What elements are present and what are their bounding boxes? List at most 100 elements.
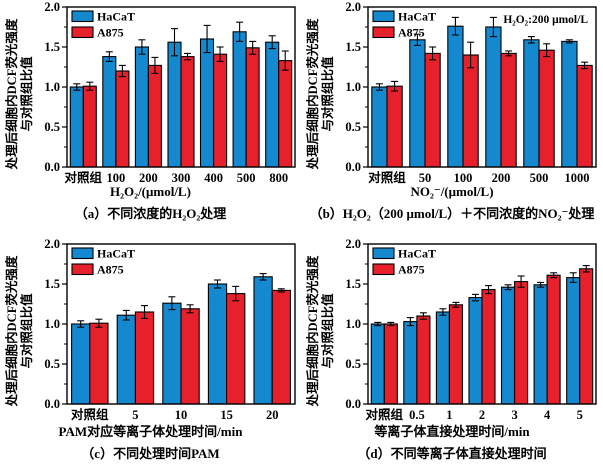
y-tick-label: 2.0 — [345, 238, 361, 251]
bar-A875-5 — [576, 64, 593, 168]
y-tick-label: 2.0 — [44, 238, 60, 251]
y-tick-label: 1.0 — [44, 317, 60, 331]
bar-HaCaT-2 — [435, 311, 450, 405]
x-category-label: 800 — [269, 171, 288, 185]
bar-HaCaT-4 — [252, 276, 273, 405]
bar-A875-1 — [134, 311, 154, 405]
y-axis-label-d: 处理后细胞内DCF荧光强度 与对照组比值 — [304, 238, 338, 424]
y-tick-label: 0.0 — [345, 397, 361, 411]
y-tick-label: 0.0 — [44, 397, 60, 411]
bar-A875-3 — [500, 52, 517, 168]
subplot-c: 处理后细胞内DCF荧光强度 与对照组比值 0.0 0.5 1.0 1.5 2.0 对照组 5… — [0, 237, 301, 473]
y-axis-label-line2: 与对照组比值 — [19, 293, 34, 369]
x-category-label: 5 — [132, 408, 138, 422]
x-category-label: 1000 — [565, 171, 590, 185]
legend-label-A875: A875 — [398, 26, 425, 40]
x-category-label: 200 — [492, 171, 511, 185]
bar-HaCaT-1 — [403, 321, 418, 405]
x-category-label: 100 — [454, 171, 473, 185]
x-category-label: 400 — [204, 171, 223, 185]
plot-row-c: 处理后细胞内DCF荧光强度 与对照组比值 0.0 0.5 1.0 1.5 2.0 对照组 5… — [3, 238, 299, 424]
x-category-label: 对照组 — [368, 170, 406, 185]
y-axis-label-a: 处理后细胞内DCF荧光强度 与对照组比值 — [3, 1, 37, 187]
x-category-label: 20 — [265, 408, 278, 422]
bar-HaCaT-2 — [161, 302, 182, 405]
legend-label-HaCaT: HaCaT — [398, 247, 436, 261]
bar-HaCaT-6 — [264, 41, 279, 168]
bar-HaCaT-4 — [500, 286, 516, 405]
y-axis-label-line2: 与对照组比值 — [19, 56, 34, 132]
bar-HaCaT-4 — [523, 39, 540, 168]
bar-A875-0 — [386, 85, 403, 168]
x-category-label: 对照组 — [64, 170, 102, 185]
y-axis-label-c: 处理后细胞内DCF荧光强度 与对照组比值 — [3, 238, 37, 424]
plot-row-a: 处理后细胞内DCF荧光强度 与对照组比值 0.0 0.5 1.0 1.5 2.0 对照组 1… — [3, 1, 299, 187]
y-tick-label: 1.5 — [345, 40, 361, 54]
bar-HaCaT-6 — [566, 277, 581, 405]
x-category-label: 100 — [106, 171, 125, 185]
legend-label-HaCaT: HaCaT — [97, 247, 135, 261]
y-tick-label: 0.5 — [44, 357, 60, 371]
caption-c: （c）不同处理时间PAM — [81, 446, 220, 461]
bar-A875-1 — [416, 315, 431, 405]
bar-A875-3 — [481, 289, 496, 405]
legend-swatch-HaCaT — [70, 10, 94, 23]
y-axis-label-b: 处理后细胞内DCF荧光强度 与对照组比值 — [304, 1, 338, 187]
bar-HaCaT-2 — [134, 46, 149, 168]
legend-label-HaCaT: HaCaT — [398, 10, 436, 24]
x-axis-label-c: PAM对应等离子体处理时间/min — [58, 424, 243, 439]
bar-A875-2 — [147, 64, 162, 168]
x-category-label: 500 — [236, 171, 255, 185]
bar-HaCaT-0 — [370, 323, 385, 405]
bar-HaCaT-4 — [199, 38, 214, 168]
x-category-label: 10 — [174, 408, 187, 422]
y-axis-label-line1: 处理后细胞内DCF荧光强度 — [306, 18, 320, 170]
subplot-b: 处理后细胞内DCF荧光强度 与对照组比值 0.0 0.5 1.0 1.5 2.0 对照组 5… — [301, 0, 603, 237]
x-category-label: 4 — [544, 408, 551, 422]
legend-label-A875: A875 — [97, 26, 124, 40]
bar-chart-b: 0.0 0.5 1.0 1.5 2.0 对照组 50 100 200 500 1000 HaCaT A8… — [345, 1, 597, 185]
y-tick-label: 0.5 — [44, 120, 60, 134]
y-tick-label: 1.5 — [44, 277, 60, 291]
legend-swatch-A875 — [372, 26, 395, 39]
x-category-label: 2 — [479, 408, 485, 422]
x-category-label: 50 — [419, 171, 432, 185]
y-axis-label-line1: 处理后细胞内DCF荧光强度 — [4, 18, 19, 170]
caption-a: （a）不同浓度的H₂O₂处理 — [74, 206, 227, 221]
bar-HaCaT-5 — [561, 40, 578, 168]
legend-swatch-A875 — [70, 26, 94, 39]
y-axis-label-line2: 与对照组比值 — [321, 293, 335, 369]
legend-swatch-A875 — [372, 263, 395, 276]
y-axis-label-line1: 处理后细胞内DCF荧光强度 — [306, 255, 320, 407]
y-tick-label: 2.0 — [345, 1, 361, 14]
caption-b: （b）H₂O₂（200 μmol/L）＋不同浓度的NO₂⁻处理 — [309, 206, 595, 221]
bar-HaCaT-3 — [485, 26, 502, 168]
x-category-label: 200 — [139, 171, 158, 185]
bar-HaCaT-2 — [447, 25, 464, 168]
x-category-label: 0.5 — [409, 408, 425, 422]
x-category-label: 15 — [220, 408, 233, 422]
bar-HaCaT-0 — [371, 86, 388, 168]
legend-label-A875: A875 — [97, 263, 124, 277]
bar-HaCaT-1 — [101, 56, 116, 168]
bar-A875-6 — [579, 268, 594, 405]
bar-HaCaT-3 — [166, 41, 182, 168]
y-tick-label: 1.5 — [44, 40, 60, 54]
bar-HaCaT-3 — [468, 297, 483, 405]
y-tick-label: 2.0 — [44, 1, 60, 14]
legend-swatch-A875 — [70, 263, 94, 276]
plot-row-b: 处理后细胞内DCF荧光强度 与对照组比值 0.0 0.5 1.0 1.5 2.0 对照组 5… — [304, 1, 600, 187]
bar-chart-a: 0.0 0.5 1.0 1.5 2.0 对照组 100 200 300 400 500 800 HaCa… — [44, 1, 296, 185]
bar-HaCaT-0 — [69, 86, 84, 168]
y-tick-label: 0.5 — [345, 120, 361, 134]
x-category-label: 300 — [171, 171, 190, 185]
bar-HaCaT-0 — [70, 323, 90, 405]
bar-A875-4 — [514, 281, 529, 405]
legend-swatch-HaCaT — [70, 247, 94, 260]
bar-A875-2 — [179, 308, 200, 405]
y-tick-label: 0.0 — [44, 160, 60, 174]
bar-A875-0 — [88, 322, 109, 405]
legend-swatch-HaCaT — [372, 10, 395, 23]
x-axis-label-b: NO₂⁻/(μmol/L) — [410, 184, 494, 199]
